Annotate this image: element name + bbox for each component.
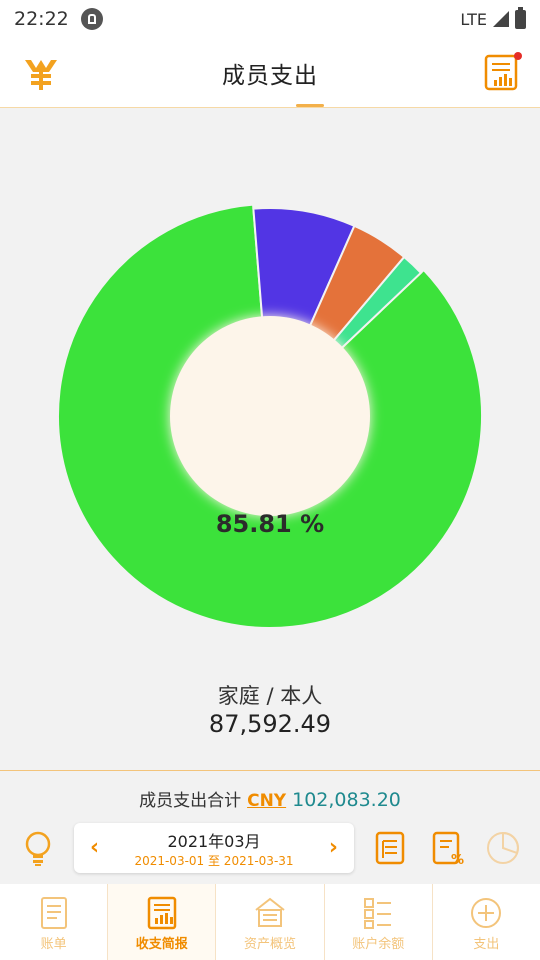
nav-report[interactable]: 收支简报 <box>108 884 217 960</box>
donut-center <box>170 316 370 516</box>
status-bar: 22:22 LTE <box>0 0 540 38</box>
percent-report-icon[interactable]: % <box>431 830 465 866</box>
assets-icon <box>255 897 285 927</box>
notification-app-icon <box>80 8 103 30</box>
selected-member-amount: 87,592.49 <box>208 710 332 738</box>
date-range: 2021-03-01 至 2021-03-31 <box>134 854 294 868</box>
nav-report-label: 收支简报 <box>135 937 188 952</box>
selected-month[interactable]: 2021年03月 <box>167 832 261 851</box>
page-title: 成员支出 <box>222 62 318 89</box>
app-bar: 成员支出 <box>0 38 540 108</box>
yuan-logo-icon[interactable] <box>22 54 60 92</box>
donut-chart[interactable] <box>0 108 540 768</box>
report-list-button[interactable] <box>484 52 522 92</box>
nav-bill-label: 账单 <box>40 937 67 952</box>
status-right: LTE <box>460 6 526 29</box>
nav-expense[interactable]: 支出 <box>433 884 540 960</box>
report-list-icon <box>484 54 518 91</box>
bill-icon <box>40 897 67 929</box>
account-list-icon <box>364 898 392 929</box>
notification-badge <box>514 52 522 60</box>
total-amount: 102,083.20 <box>292 789 401 811</box>
title-underline <box>296 104 324 107</box>
pie-chart-icon[interactable] <box>486 830 520 866</box>
total-label: 成员支出合计 <box>139 791 242 811</box>
nav-assets-label: 资产概览 <box>244 937 297 952</box>
nav-expense-label: 支出 <box>473 937 500 952</box>
lightbulb-icon[interactable] <box>22 830 54 868</box>
member-expense-chart: 85.81 % <box>0 108 540 768</box>
selected-member-name: 家庭 / 本人 <box>217 684 323 708</box>
section-divider <box>0 770 540 771</box>
date-selector: ‹ 2021年03月 2021-03-01 至 2021-03-31 › <box>74 823 354 873</box>
nav-accounts[interactable]: 账户余额 <box>325 884 433 960</box>
list-report-icon[interactable] <box>374 830 408 866</box>
nav-assets[interactable]: 资产概览 <box>216 884 325 960</box>
report-icon <box>147 896 177 930</box>
currency-link[interactable]: CNY <box>247 791 287 811</box>
nav-accounts-label: 账户余额 <box>352 937 405 952</box>
center-percentage: 85.81 % <box>215 510 325 538</box>
toolbar: ‹ 2021年03月 2021-03-01 至 2021-03-31 › % <box>0 820 540 876</box>
bottom-nav: 账单 收支简报 资产概览 账户余额 <box>0 884 540 960</box>
network-type: LTE <box>460 9 487 29</box>
signal-icon <box>493 11 509 27</box>
add-circle-icon <box>471 898 502 928</box>
next-month-button[interactable]: › <box>328 835 338 860</box>
prev-month-button[interactable]: ‹ <box>90 835 100 860</box>
nav-bill[interactable]: 账单 <box>0 884 109 960</box>
status-time: 22:22 <box>14 8 69 30</box>
svg-text:%: % <box>451 853 464 866</box>
total-summary: 成员支出合计 CNY 102,083.20 <box>0 786 540 811</box>
battery-icon <box>515 6 526 29</box>
